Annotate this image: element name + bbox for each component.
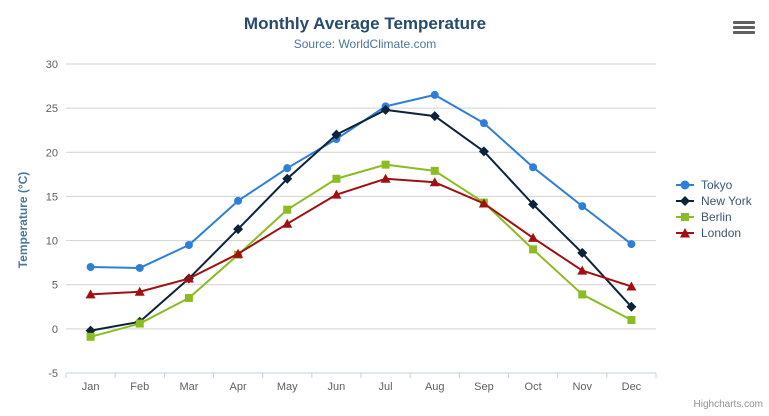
data-point[interactable] xyxy=(430,166,439,175)
data-point[interactable] xyxy=(85,289,96,299)
data-point[interactable] xyxy=(283,164,292,173)
legend-label: Berlin xyxy=(701,210,732,224)
data-point[interactable] xyxy=(380,173,391,183)
circle-legend-marker-icon xyxy=(676,180,694,190)
legend-label: Tokyo xyxy=(701,178,733,192)
data-point[interactable] xyxy=(86,332,95,341)
square-legend-marker-icon xyxy=(676,213,694,221)
data-point[interactable] xyxy=(184,293,193,302)
x-axis-label: Mar xyxy=(179,381,198,393)
data-point[interactable] xyxy=(135,319,144,328)
data-point[interactable] xyxy=(283,205,292,214)
x-axis-label: Feb xyxy=(130,381,149,393)
data-point[interactable] xyxy=(430,90,439,99)
data-point[interactable] xyxy=(233,248,244,258)
series-berlin-line[interactable] xyxy=(89,163,633,338)
data-point[interactable] xyxy=(429,177,440,187)
data-point[interactable] xyxy=(528,232,539,242)
y-axis-label: 15 xyxy=(46,191,58,203)
data-point[interactable] xyxy=(134,286,145,296)
legend-label: New York xyxy=(701,194,752,208)
legend-item-tokyo[interactable]: Tokyo xyxy=(676,177,752,193)
triangle-legend-marker-icon xyxy=(676,228,694,238)
x-axis-label: Sep xyxy=(474,381,494,393)
data-point[interactable] xyxy=(529,245,538,254)
x-axis-label: Nov xyxy=(572,381,592,393)
legend-item-london[interactable]: London xyxy=(676,225,752,241)
series-tokyo-line[interactable] xyxy=(89,93,633,269)
data-point[interactable] xyxy=(577,247,588,258)
legend-label: London xyxy=(701,226,742,240)
x-axis-label: Aug xyxy=(425,381,445,393)
data-point[interactable] xyxy=(183,273,194,283)
data-point[interactable] xyxy=(86,263,95,272)
data-point[interactable] xyxy=(135,263,144,272)
data-point[interactable] xyxy=(184,240,193,249)
data-point[interactable] xyxy=(627,316,636,325)
data-point[interactable] xyxy=(331,189,342,199)
data-point[interactable] xyxy=(331,129,342,140)
y-axis-label: 20 xyxy=(46,147,58,159)
y-axis-label: 0 xyxy=(52,324,58,336)
chart-subtitle: Source: WorldClimate.com xyxy=(293,37,437,51)
y-axis-label: 5 xyxy=(52,280,58,292)
data-point[interactable] xyxy=(478,198,489,208)
data-point[interactable] xyxy=(578,290,587,299)
menu-bar xyxy=(733,21,755,24)
data-point[interactable] xyxy=(282,173,293,184)
data-point[interactable] xyxy=(234,196,243,205)
legend-item-berlin[interactable]: Berlin xyxy=(676,209,752,225)
data-point[interactable] xyxy=(282,218,293,228)
data-point[interactable] xyxy=(528,199,539,210)
x-axis-label: May xyxy=(277,381,298,393)
data-point[interactable] xyxy=(578,202,587,211)
data-point[interactable] xyxy=(380,104,391,115)
credits-link[interactable]: Highcharts.com xyxy=(693,399,763,410)
data-point[interactable] xyxy=(429,111,440,122)
y-axis-label: -5 xyxy=(48,368,58,380)
x-axis-label: Jan xyxy=(82,381,100,393)
menu-bar xyxy=(733,26,755,29)
legend-item-new-york[interactable]: New York xyxy=(676,193,752,209)
x-axis-label: Jul xyxy=(379,381,393,393)
diamond-legend-marker-icon xyxy=(676,196,694,206)
x-axis-label: Jun xyxy=(328,381,346,393)
data-point[interactable] xyxy=(381,160,390,169)
x-axis-label: Apr xyxy=(230,381,247,393)
data-point[interactable] xyxy=(627,240,636,249)
data-point[interactable] xyxy=(626,281,637,291)
y-axis-label: 30 xyxy=(46,59,58,71)
x-axis-label: Dec xyxy=(622,381,642,393)
chart-title: Monthly Average Temperature xyxy=(243,14,487,33)
data-point[interactable] xyxy=(233,224,244,235)
y-axis-label: 10 xyxy=(46,236,58,248)
data-point[interactable] xyxy=(332,174,341,183)
menu-bar xyxy=(733,31,755,34)
data-point[interactable] xyxy=(577,265,588,275)
hamburger-menu-icon[interactable] xyxy=(733,21,755,36)
legend: Tokyo New York Berlin London xyxy=(676,177,752,241)
data-point[interactable] xyxy=(529,163,538,172)
data-point[interactable] xyxy=(479,119,488,128)
data-point[interactable] xyxy=(478,146,489,157)
series-london-line[interactable] xyxy=(89,177,633,296)
series-new-york-line[interactable] xyxy=(89,108,633,332)
x-axis-label: Oct xyxy=(525,381,542,393)
y-axis-label: 25 xyxy=(46,103,58,115)
data-point[interactable] xyxy=(626,301,637,312)
